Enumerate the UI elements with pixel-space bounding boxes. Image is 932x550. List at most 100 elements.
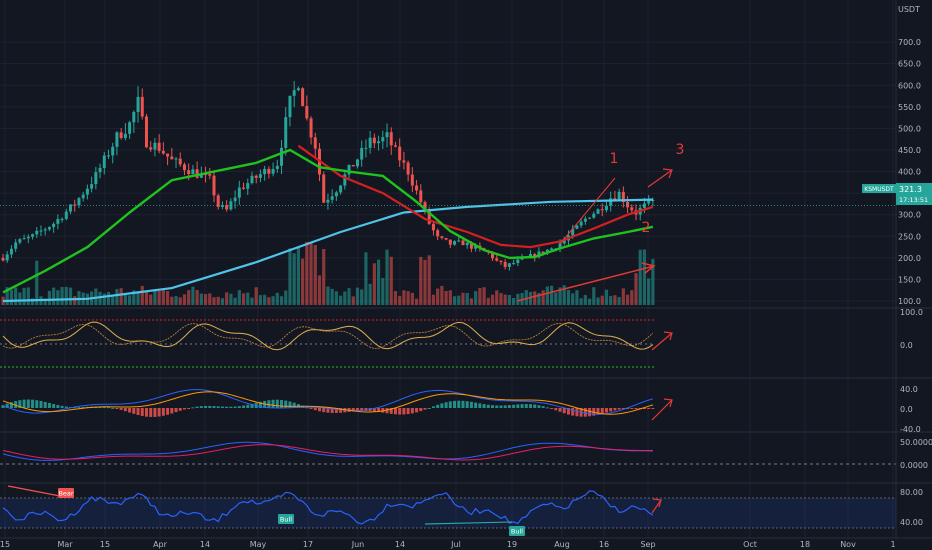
macd-bar — [275, 399, 279, 408]
price-tick: 100.0 — [898, 297, 921, 306]
volume-bar — [596, 297, 600, 305]
volume-bar — [609, 295, 613, 305]
macd-bar — [566, 408, 570, 415]
macd-bar — [161, 408, 165, 416]
volume-bar — [423, 259, 427, 305]
candle-body — [102, 155, 106, 168]
time-tick: 17 — [303, 540, 313, 549]
candle-body — [144, 116, 148, 148]
candle-body — [339, 185, 343, 193]
price-tick: 150.0 — [898, 275, 921, 284]
volume-bar — [64, 286, 68, 305]
volume-bar — [550, 285, 554, 305]
time-tick: Apr — [153, 540, 168, 549]
macd-bar — [520, 404, 524, 408]
candle-body — [630, 207, 634, 211]
candle-body — [153, 142, 157, 150]
volume-bar — [225, 292, 229, 305]
macd-bar — [583, 408, 587, 417]
candle-body — [579, 221, 583, 226]
rsi-label: Bear — [58, 490, 73, 498]
volume-bar — [68, 287, 73, 305]
volume-bar — [309, 241, 313, 305]
panel-tick: 0.0000 — [900, 461, 928, 470]
macd-bar — [571, 408, 575, 416]
candle-body — [233, 197, 237, 202]
panel-tick: 0.0 — [900, 405, 913, 414]
volume-bar — [469, 298, 474, 305]
candle-body — [588, 217, 592, 219]
macd-bar — [14, 401, 18, 408]
grid — [0, 0, 896, 540]
candle-body — [98, 167, 102, 173]
macd-bar — [43, 401, 47, 408]
rsi-bear-divergence — [7, 485, 61, 497]
candle-body — [431, 223, 435, 231]
candle-body — [296, 88, 300, 91]
candle-body — [402, 160, 406, 163]
macd-bar — [575, 408, 579, 417]
macd-bar — [381, 408, 385, 413]
volume-bar — [326, 286, 330, 305]
candle-body — [26, 236, 30, 239]
volume-bar — [634, 273, 638, 305]
candle-body — [550, 248, 554, 250]
macd-bar — [305, 407, 309, 409]
candle-body — [220, 205, 224, 207]
ma-fast-line — [2, 148, 654, 294]
macd-bar — [77, 407, 81, 409]
macd-bar — [322, 408, 326, 413]
rsi-label: Bull — [280, 516, 292, 524]
candle-body — [313, 137, 317, 149]
volume-bar — [233, 297, 237, 305]
candle-body — [170, 156, 174, 160]
candle-body — [368, 137, 372, 148]
candle-body — [600, 209, 604, 211]
macd-bar — [220, 406, 224, 408]
macd-bar — [102, 406, 106, 408]
time-tick: 16 — [599, 540, 609, 549]
candle-body — [465, 242, 469, 246]
volume-bar — [452, 296, 457, 305]
candle-body — [423, 202, 427, 210]
candle-body — [326, 199, 330, 203]
macd-bar — [554, 408, 558, 411]
macd-bar — [52, 404, 56, 408]
volume-bar — [427, 255, 431, 305]
price-label: 321.3 — [899, 185, 922, 194]
time-tick: Sep — [640, 540, 655, 549]
time-tick: 18 — [800, 540, 810, 549]
volume-bar — [263, 294, 267, 305]
volume-bar — [651, 258, 655, 305]
candle-body — [322, 174, 326, 203]
volume-bar — [132, 290, 136, 305]
time-tick: 14 — [200, 540, 210, 549]
volume-bar — [499, 293, 503, 305]
candle-body — [364, 147, 368, 149]
candle-body — [347, 164, 351, 175]
volume-bar — [528, 291, 533, 305]
macd-bar — [140, 408, 144, 416]
volume-bar — [355, 287, 360, 305]
candle-body — [132, 112, 136, 123]
volume-bar — [478, 288, 482, 305]
candle-body — [491, 252, 495, 259]
candle-body — [182, 164, 186, 171]
candle-body — [60, 218, 64, 220]
macd-bar — [499, 405, 503, 408]
candle-body — [271, 168, 275, 174]
price-tag-bg — [896, 183, 932, 205]
volume-bar — [364, 252, 368, 305]
volume-bar — [119, 288, 123, 305]
macd-bar — [56, 405, 60, 408]
candle-body — [448, 239, 452, 245]
macd-bar — [339, 408, 343, 413]
candle-body — [81, 194, 85, 199]
volume-bar — [587, 298, 592, 305]
volume-bar — [503, 294, 507, 305]
macd-bar — [402, 408, 406, 415]
macd-bar — [39, 400, 43, 408]
volume-bar — [351, 296, 355, 305]
volume-bar — [457, 295, 461, 305]
